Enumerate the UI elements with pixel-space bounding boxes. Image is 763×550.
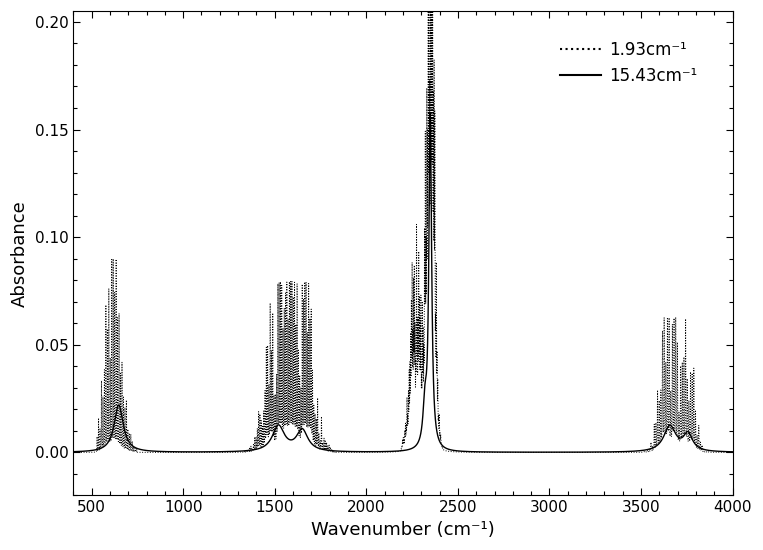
15.43cm⁻¹ (69, 448, 78, 455)
Y-axis label: Absorbance: Absorbance (11, 200, 29, 307)
1.93cm⁻¹ (728, 449, 737, 455)
15.43cm⁻¹ (371, 448, 380, 455)
1.93cm⁻¹ (105, 425, 114, 431)
X-axis label: Wavenumber (cm⁻¹): Wavenumber (cm⁻¹) (311, 521, 495, 539)
15.43cm⁻¹ (488, 449, 497, 455)
1.93cm⁻¹ (564, 449, 573, 456)
1.93cm⁻¹ (264, 422, 273, 429)
1.93cm⁻¹ (69, 449, 78, 456)
15.43cm⁻¹ (540, 449, 549, 455)
15.43cm⁻¹ (264, 439, 273, 446)
1.93cm⁻¹ (410, 348, 419, 355)
15.43cm⁻¹ (426, 109, 435, 116)
1.93cm⁻¹ (488, 449, 497, 455)
15.43cm⁻¹ (564, 449, 573, 455)
15.43cm⁻¹ (105, 437, 114, 444)
Legend: 1.93cm⁻¹, 15.43cm⁻¹: 1.93cm⁻¹, 15.43cm⁻¹ (553, 34, 704, 92)
Line: 15.43cm⁻¹: 15.43cm⁻¹ (73, 113, 732, 452)
1.93cm⁻¹ (173, 449, 182, 456)
1.93cm⁻¹ (371, 449, 380, 455)
15.43cm⁻¹ (728, 448, 737, 455)
15.43cm⁻¹ (410, 444, 419, 450)
Line: 1.93cm⁻¹: 1.93cm⁻¹ (73, 0, 732, 453)
